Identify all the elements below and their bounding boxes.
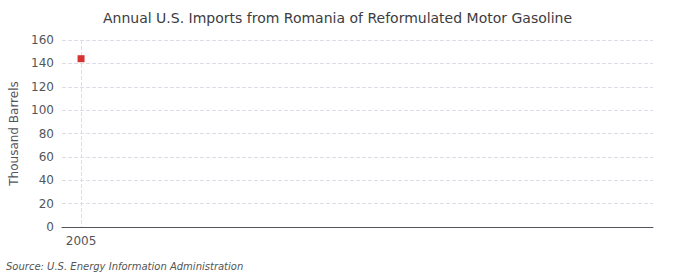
svg-text:80: 80 — [39, 127, 54, 141]
svg-text:0: 0 — [46, 220, 54, 234]
svg-text:20: 20 — [39, 197, 54, 211]
svg-text:40: 40 — [39, 173, 54, 187]
svg-text:140: 140 — [31, 56, 54, 70]
svg-text:100: 100 — [31, 103, 54, 117]
svg-text:60: 60 — [39, 150, 54, 164]
svg-text:Annual U.S. Imports from Roman: Annual U.S. Imports from Romania of Refo… — [103, 10, 572, 26]
svg-text:160: 160 — [31, 33, 54, 47]
svg-text:2005: 2005 — [66, 234, 97, 248]
svg-text:Source: U.S. Energy Informatio: Source: U.S. Energy Information Administ… — [6, 261, 243, 272]
svg-text:120: 120 — [31, 80, 54, 94]
svg-text:Thousand Barrels: Thousand Barrels — [7, 81, 21, 186]
